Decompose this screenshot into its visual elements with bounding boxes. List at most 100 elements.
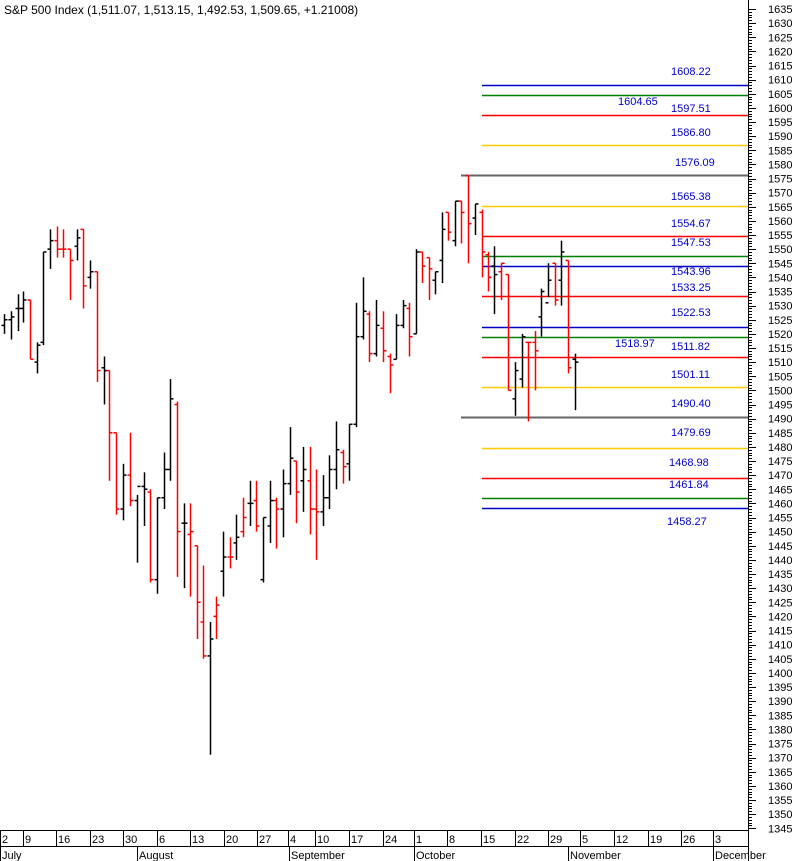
ohlc-bar — [380, 311, 387, 363]
x-axis: 2 9 16 23 30 6 13 20 27 4 10 17 24 1 8 15 22 29 5 12 19 26 3Ju… — [0, 830, 766, 861]
x-week-label: 10 — [317, 834, 329, 846]
ohlc-bar — [366, 311, 373, 363]
y-tick-label: 1435 — [768, 569, 792, 581]
ohlc-bar — [273, 497, 280, 549]
y-tick-label: 1405 — [768, 654, 792, 666]
x-week-label: 8 — [449, 834, 455, 846]
ohlc-bar — [60, 229, 67, 258]
level-label: 1522.53 — [671, 307, 711, 319]
ohlc-bar — [406, 302, 413, 357]
y-tick-label: 1600 — [768, 103, 792, 115]
y-tick-label: 1390 — [768, 696, 792, 708]
x-week-label: 26 — [683, 834, 695, 846]
y-tick-label: 1385 — [768, 710, 792, 722]
ohlc-bar — [134, 485, 141, 563]
y-tick-label: 1490 — [768, 414, 792, 426]
ohlc-bar — [87, 260, 94, 289]
ohlc-bar — [20, 291, 27, 323]
ohlc-bar — [552, 262, 559, 306]
x-week-label: 1 — [416, 834, 422, 846]
y-tick-label: 1595 — [768, 117, 792, 129]
ohlc-bar — [40, 251, 47, 346]
level-label: 1518.97 — [615, 338, 655, 350]
ohlc-bar — [240, 497, 247, 538]
ohlc-bar — [505, 273, 512, 392]
ohlc-bar — [260, 516, 267, 583]
ohlc-bar — [67, 248, 74, 300]
y-tick-label: 1470 — [768, 470, 792, 482]
ohlc-bar — [213, 596, 220, 639]
ohlc-bar — [106, 369, 113, 481]
x-week-label: 15 — [483, 834, 495, 846]
y-tick-label: 1365 — [768, 767, 792, 779]
level-label: 1543.96 — [671, 266, 711, 278]
ohlc-bar — [220, 531, 227, 597]
ohlc-bar — [393, 314, 400, 361]
y-tick-label: 1360 — [768, 781, 792, 793]
level-label: 1461.84 — [669, 479, 709, 491]
ohlc-bar — [174, 401, 181, 577]
x-month-label: November — [570, 850, 621, 861]
ohlc-bar — [15, 294, 22, 332]
ohlc-bar — [307, 446, 314, 535]
y-tick-label: 1500 — [768, 385, 792, 397]
ohlc-bar — [373, 299, 380, 357]
ohlc-bar — [445, 211, 452, 241]
ohlc-bar — [47, 229, 54, 269]
y-tick-label: 1590 — [768, 131, 792, 143]
ohlc-bar — [1, 314, 8, 334]
ohlc-bar — [54, 226, 61, 258]
y-tick-label: 1485 — [768, 428, 792, 440]
ohlc-bar — [519, 333, 526, 388]
y-tick-label: 1480 — [768, 442, 792, 454]
ohlc-bar — [538, 288, 545, 337]
ohlc-bar — [207, 622, 214, 755]
y-tick-label: 1425 — [768, 597, 792, 609]
y-tick-label: 1510 — [768, 357, 792, 369]
y-tick-label: 1345 — [768, 823, 792, 835]
y-tick-label: 1565 — [768, 202, 792, 214]
ohlc-bar — [187, 503, 194, 597]
ohlc-bar — [247, 480, 254, 526]
ohlc-bar — [233, 514, 240, 560]
y-tick-label: 1630 — [768, 18, 792, 30]
ohlc-bar — [320, 475, 327, 526]
x-month-label: July — [2, 850, 22, 861]
x-month-label: December — [715, 850, 766, 861]
ohlc-bar — [161, 452, 168, 510]
level-label: 1565.38 — [671, 191, 711, 203]
y-tick-label: 1550 — [768, 244, 792, 256]
y-tick-label: 1625 — [768, 32, 792, 44]
ohlc-bar — [154, 496, 161, 594]
ohlc-bar — [465, 174, 472, 264]
x-month-label: September — [291, 850, 345, 861]
ohlc-bar — [94, 270, 101, 382]
y-tick-label: 1540 — [768, 272, 792, 284]
ohlc-bar — [472, 203, 479, 235]
x-week-label: 4 — [290, 834, 296, 846]
ohlc-bar — [253, 480, 260, 532]
ohlc-bar — [479, 209, 486, 278]
ohlc-bar — [452, 200, 459, 247]
ohlc-bar — [194, 545, 201, 639]
ohlc-bar — [27, 299, 34, 361]
ohlc-bar — [167, 379, 174, 481]
ohlc-bar — [485, 251, 492, 292]
x-week-label: 3 — [715, 834, 721, 846]
y-tick-label: 1515 — [768, 343, 792, 355]
ohlc-bar — [491, 246, 498, 315]
level-label: 1586.80 — [671, 127, 711, 139]
y-tick-label: 1410 — [768, 640, 792, 652]
ohlc-bar — [432, 270, 439, 295]
y-tick-label: 1520 — [768, 329, 792, 341]
y-tick-label: 1610 — [768, 75, 792, 87]
x-week-label: 30 — [125, 834, 137, 846]
ohlc-bar — [147, 489, 154, 583]
y-tick-label: 1615 — [768, 61, 792, 73]
ohlc-bar — [353, 302, 360, 428]
ohlc-bar — [74, 229, 81, 261]
x-month-label: August — [139, 850, 173, 861]
ohlc-bar — [346, 423, 353, 481]
y-tick-label: 1545 — [768, 258, 792, 270]
